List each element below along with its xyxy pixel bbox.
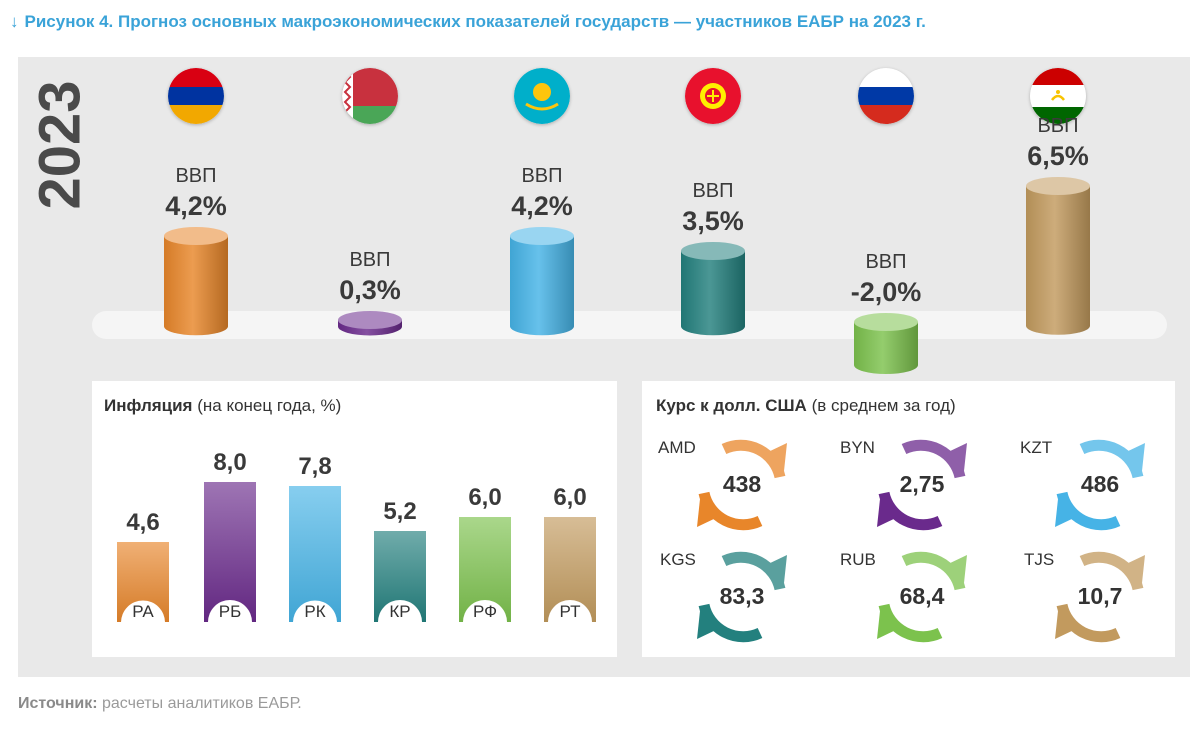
tajikistan-flag-icon [1030, 68, 1086, 124]
exchange-value-label: 438 [722, 471, 762, 497]
gdp-label: ВВП [521, 164, 563, 187]
currency-code-label: KGS [660, 550, 696, 569]
inflation-bar [289, 485, 341, 622]
gdp-label: ВВП [349, 248, 391, 271]
exchange-value-label: 83,3 [719, 583, 765, 609]
kyrgyzstan-flag-icon [685, 68, 741, 124]
gdp-label: ВВП [175, 164, 217, 187]
source-text: расчеты аналитиков ЕАБР. [101, 695, 302, 712]
inflation-value-label: 4,6 [126, 508, 160, 536]
currency-code-label: KZT [1020, 438, 1053, 457]
inflation-category-label: КР [389, 602, 411, 621]
year-label: 2023 [30, 80, 90, 209]
gdp-bar [338, 310, 402, 335]
inflation-value-label: 6,0 [553, 484, 587, 511]
exchange-ring-icon [1055, 439, 1145, 531]
exchange-ring-icon [697, 439, 787, 531]
inflation-value-label: 5,2 [383, 498, 417, 525]
gdp-value-label: 4,2% [511, 190, 573, 221]
gdp-value-label: 3,5% [682, 205, 744, 236]
figure-title-text: Рисунок 4. Прогноз основных макроэкономи… [24, 12, 926, 31]
inflation-card: Инфляция (на конец года, %) 4,6 РА 8,0 РБ 7,… [92, 381, 617, 657]
svg-text:2023: 2023 [30, 80, 90, 209]
source-label: Источник: [18, 695, 98, 712]
exchange-value-label: 68,4 [899, 583, 945, 609]
inflation-bar [459, 517, 511, 622]
gdp-label: ВВП [1037, 115, 1079, 138]
inflation-bar [117, 541, 169, 622]
inflation-bar [544, 517, 596, 622]
inflation-category-label: РФ [472, 602, 498, 621]
exchange-title: Курс к долл. США (в среднем за год) [656, 396, 956, 416]
belarus-flag-icon [342, 68, 398, 124]
figure-title: ↓ Рисунок 4. Прогноз основных макроэконом… [10, 12, 926, 32]
exchange-ring-icon [1055, 551, 1145, 643]
currency-code-label: TJS [1024, 550, 1055, 569]
gdp-label: ВВП [692, 179, 734, 202]
currency-code-label: BYN [840, 438, 875, 457]
exchange-ring-icon [877, 551, 967, 643]
currency-code-label: RUB [840, 550, 876, 569]
arrow-down-icon: ↓ [10, 12, 19, 31]
inflation-value-label: 8,0 [213, 449, 247, 476]
currency-code-label: AMD [658, 438, 696, 457]
gdp-bar [681, 241, 745, 335]
exchange-title-rest: (в среднем за год) [811, 396, 956, 415]
gdp-value-label: -2,0% [850, 277, 922, 307]
gdp-baseline [92, 311, 1167, 339]
inflation-category-label: РБ [218, 602, 242, 621]
inflation-value-label: 6,0 [468, 484, 502, 511]
exchange-value-label: 10,7 [1077, 583, 1123, 609]
gdp-bar [510, 226, 574, 335]
gdp-bar [164, 226, 228, 335]
inflation-title-bold: Инфляция [104, 396, 193, 415]
gdp-value-label: 0,3% [339, 274, 401, 305]
exchange-value-label: 2,75 [899, 471, 945, 497]
exchange-ring-icon [877, 439, 967, 531]
inflation-bar [374, 531, 426, 622]
exchange-value-label: 486 [1080, 471, 1120, 497]
exchange-card: Курс к долл. США (в среднем за год) AMD 4… [642, 381, 1175, 657]
gdp-value-label: 4,2% [165, 190, 227, 221]
gdp-bar [1026, 177, 1090, 335]
gdp-label: ВВП [865, 251, 907, 273]
source-note: Источник: расчеты аналитиков ЕАБР. [18, 695, 302, 713]
inflation-title-rest: (на конец года, %) [197, 396, 342, 415]
kazakhstan-flag-icon [514, 68, 570, 124]
inflation-value-label: 7,8 [298, 452, 332, 480]
inflation-bar [204, 482, 256, 622]
russia-flag-icon [858, 68, 914, 124]
gdp-bar [854, 313, 918, 374]
inflation-category-label: РА [132, 602, 154, 621]
inflation-category-label: РТ [559, 602, 581, 621]
gdp-value-label: 6,5% [1027, 141, 1089, 172]
inflation-title: Инфляция (на конец года, %) [104, 396, 341, 416]
exchange-ring-icon [697, 551, 787, 643]
inflation-category-label: РК [304, 602, 326, 621]
exchange-title-bold: Курс к долл. США [656, 396, 807, 415]
armenia-flag-icon [168, 68, 224, 124]
